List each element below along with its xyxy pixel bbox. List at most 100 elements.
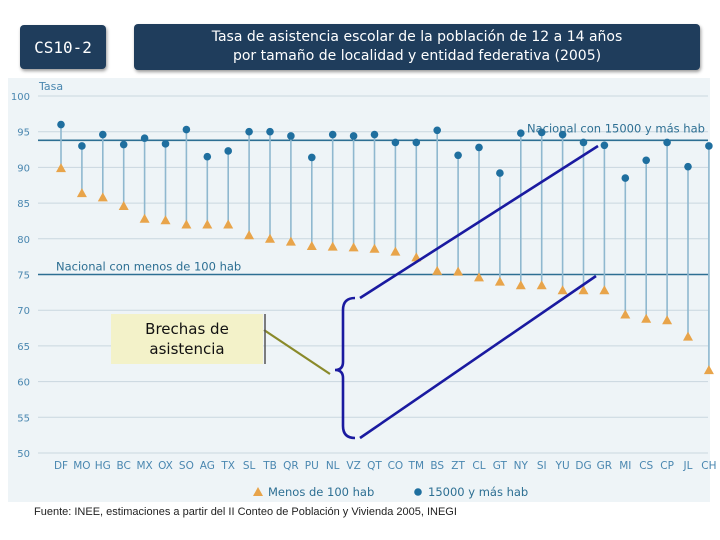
point-small-localities [56,163,66,173]
point-small-localities [76,188,87,198]
x-tick-label: DG [575,460,591,472]
point-small-localities [265,233,275,243]
gap-callout-label: Brechas de asistencia [145,320,229,358]
chart-code-badge: CS10-2 [20,25,106,69]
point-large-localities [684,162,692,171]
x-tick-label: OX [158,460,173,472]
title-line-2: por tamaño de localidad y entidad federa… [232,48,602,64]
x-tick-label: VZ [346,460,360,472]
x-tick-label: MO [73,460,90,472]
x-tick-label: DF [54,460,68,472]
y-tick-label: 50 [17,449,30,460]
point-large-localities [287,132,295,140]
x-tick-label: TX [220,460,235,472]
x-tick-label: PU [305,460,319,472]
point-large-localities [537,128,546,137]
point-small-localities [348,242,359,252]
point-large-localities [328,130,337,139]
reference-line-label: Nacional con menos de 100 hab [56,260,241,274]
point-large-localities [370,130,379,139]
point-large-localities [140,134,149,142]
y-tick-label: 85 [17,199,30,210]
x-tick-label: HG [95,460,111,472]
point-large-localities [475,143,483,152]
y-tick-label: 70 [17,306,30,317]
point-small-localities [578,285,589,295]
x-tick-label: ZT [451,460,465,472]
x-tick-label: BS [430,460,444,472]
title-line-1: Tasa de asistencia escolar de la poblaci… [211,29,623,45]
point-small-localities [599,285,610,295]
x-tick-label: GR [597,460,612,472]
y-tick-label: 75 [17,271,30,282]
point-large-localities [454,151,462,160]
y-tick-label: 95 [17,128,30,139]
y-tick-label: 55 [17,413,30,424]
y-tick-label: 90 [17,163,30,174]
point-large-localities [182,125,191,134]
x-tick-label: CH [701,460,716,472]
x-tick-label: CP [660,460,674,472]
point-large-localities [412,138,421,147]
y-tick-label: 60 [17,378,30,389]
point-small-localities [181,219,192,229]
point-large-localities [391,138,400,147]
point-small-localities [244,230,255,240]
x-tick-label: SI [537,460,547,472]
point-large-localities [663,138,671,147]
x-tick-label: MX [136,460,152,472]
point-large-localities [558,130,567,139]
point-large-localities [224,147,232,155]
x-tick-label: CO [388,460,404,472]
gap-guide-line-top [359,144,599,300]
legend-circle-icon [414,488,422,496]
point-large-localities [266,127,274,136]
point-large-localities [600,141,609,150]
point-large-localities [621,174,630,182]
x-tick-label: NY [514,460,529,472]
legend-triangle-icon [253,487,263,496]
point-small-localities [536,280,547,290]
point-large-localities [517,129,525,137]
title-box: Tasa de asistencia escolar de la poblaci… [134,24,700,70]
point-small-localities [474,272,484,282]
x-tick-label: NL [326,460,340,472]
x-tick-label: QT [367,460,382,472]
y-axis-title: Tasa [38,80,63,93]
point-small-localities [453,266,464,276]
x-tick-label: GT [493,460,508,472]
x-tick-label: TB [262,460,277,472]
point-small-localities [557,285,568,295]
y-tick-label: 65 [17,342,30,353]
point-large-localities [57,120,65,129]
point-small-localities [369,243,380,253]
point-small-localities [327,241,338,251]
source-note: Fuente: INEE, estimaciones a partir del … [34,506,457,518]
point-small-localities [118,200,129,210]
point-small-localities [641,313,652,323]
x-tick-label: AG [200,460,215,472]
x-tick-label: MI [619,460,631,472]
point-large-localities [78,142,86,150]
x-tick-label: CS [639,460,653,472]
point-small-localities [432,265,443,275]
point-small-localities [160,215,171,225]
legend-label-large: 15000 y más hab [428,485,528,499]
gap-guide-line-bottom [359,274,597,440]
x-tick-label: JL [683,460,693,472]
x-tick-label: SO [179,460,194,472]
point-small-localities [202,219,213,229]
point-large-localities [433,126,442,135]
point-small-localities [494,276,505,286]
point-small-localities [285,236,296,246]
point-large-localities [705,142,713,150]
x-tick-label: BC [117,460,131,472]
point-small-localities [97,192,108,202]
point-large-localities [99,130,107,139]
point-large-localities [496,169,504,177]
y-tick-label: 80 [17,235,30,246]
point-small-localities [306,240,317,250]
point-small-localities [390,246,401,256]
y-tick-label: 100 [11,92,30,103]
legend-label-small: Menos de 100 hab [268,485,374,499]
